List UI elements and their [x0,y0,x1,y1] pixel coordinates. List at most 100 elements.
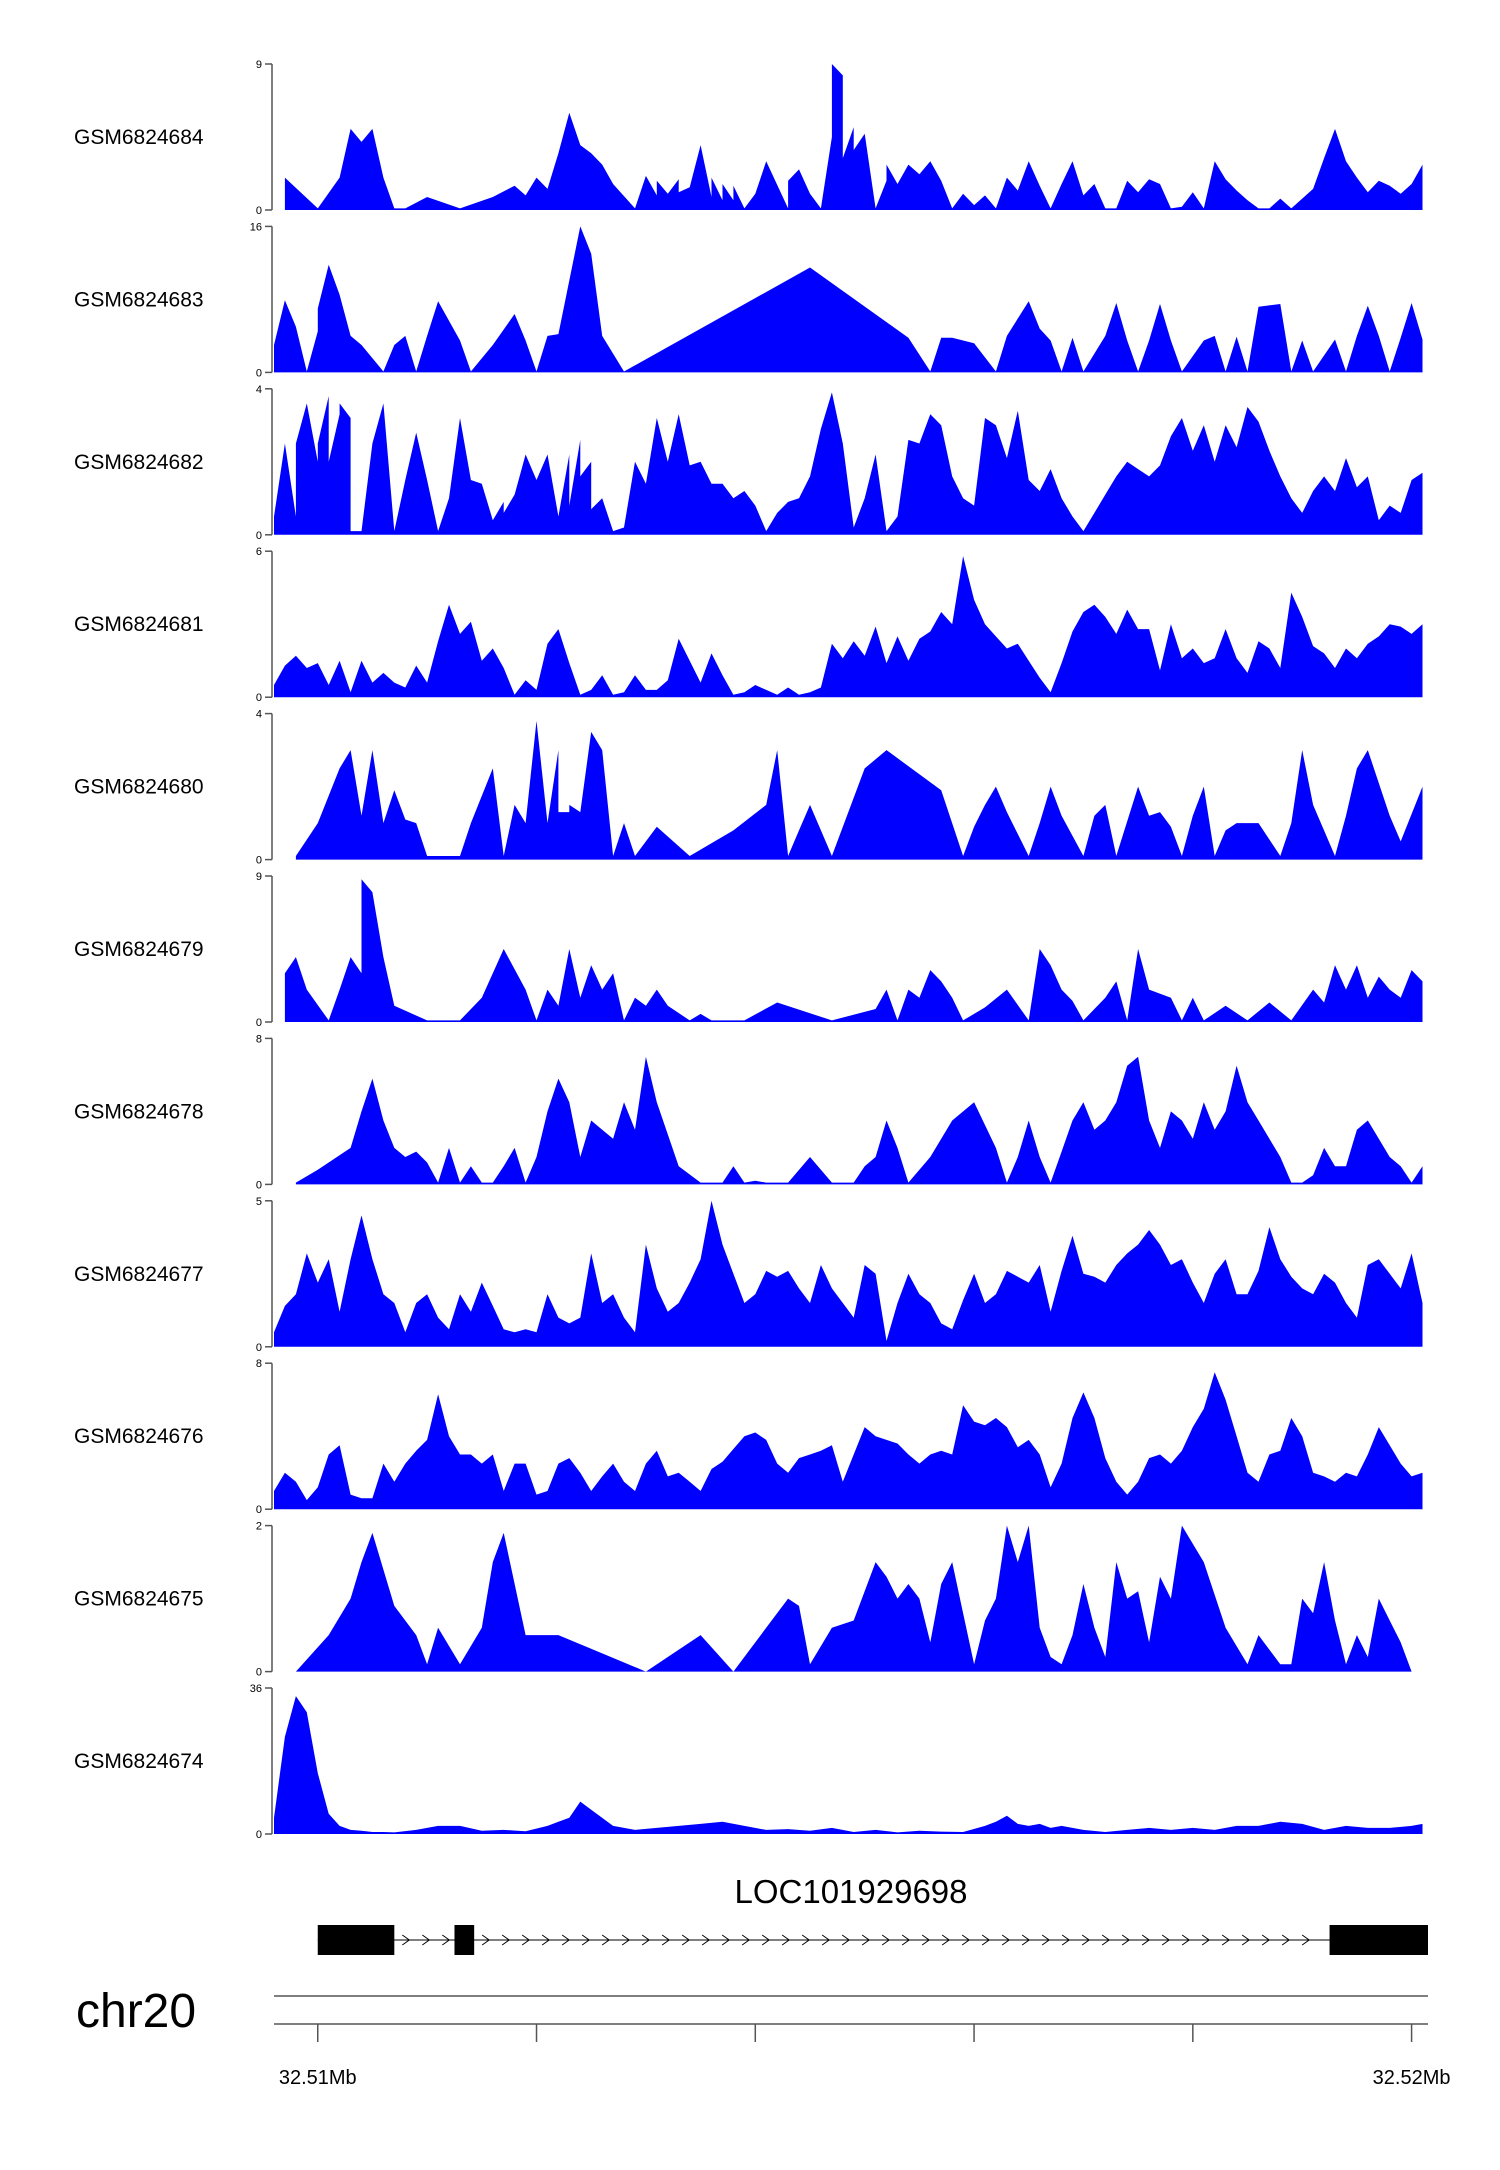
track-label: GSM6824678 [74,1100,204,1123]
coverage-area [274,1200,1423,1347]
strand-arrow [761,1934,771,1946]
strand-arrow [1061,1934,1071,1946]
strand-arrow [561,1934,571,1946]
strand-arrow [821,1934,831,1946]
strand-arrow [521,1934,531,1946]
gene-exon [317,1925,395,1955]
strand-arrow [921,1934,931,1946]
signal-track: GSM6824681 6 0 [74,546,1423,704]
coverage-area [274,1372,1423,1510]
gene-exon [454,1925,475,1955]
track-y-tick-label: 8 [256,1358,262,1370]
genome-axis-tick-label: 32.52Mb [1373,2067,1451,2089]
strand-arrow [881,1934,891,1946]
signal-track: GSM6824675 2 0 [74,1521,1412,1679]
track-y-tick-label: 4 [256,384,262,396]
strand-arrow [1081,1934,1091,1946]
track-label: GSM6824679 [74,938,204,961]
coverage-area [274,392,1423,535]
track-y-tick-label: 2 [256,1521,262,1533]
track-y-tick-label: 0 [256,1504,262,1516]
strand-arrow [941,1934,951,1946]
strand-arrow [661,1934,671,1946]
strand-arrow [1141,1934,1151,1946]
strand-arrow [741,1934,751,1946]
coverage-area [295,720,1423,860]
track-label: GSM6824677 [74,1263,204,1286]
track-y-tick-label: 0 [256,1829,262,1841]
signal-track: GSM6824674 36 0 [74,1683,1423,1841]
strand-arrow [641,1934,651,1946]
strand-arrow [681,1934,691,1946]
track-label: GSM6824676 [74,1425,204,1448]
track-y-tick-label: 5 [256,1196,262,1208]
chromosome-label: chr20 [76,1985,196,2038]
strand-arrow [621,1934,631,1946]
track-y-tick-label: 8 [256,1033,262,1045]
strand-arrow [1261,1934,1271,1946]
gene-name-label: LOC101929698 [734,1873,967,1910]
signal-track: GSM6824682 4 0 [74,384,1423,542]
strand-arrow [1221,1934,1231,1946]
track-y-tick-label: 9 [256,59,262,71]
signal-track: GSM6824683 16 0 [74,221,1423,379]
strand-arrow [1001,1934,1011,1946]
strand-arrow [841,1934,851,1946]
strand-arrow [801,1934,811,1946]
strand-arrow [781,1934,791,1946]
gene-track: LOC101929698 [317,1873,1428,1955]
track-label: GSM6824674 [74,1750,204,1773]
gene-model [317,1925,1428,1955]
coverage-area [284,879,1423,1022]
track-y-tick-label: 16 [250,221,262,233]
signal-track: GSM6824677 5 0 [74,1196,1423,1354]
track-y-tick-label: 0 [256,1179,262,1191]
strand-arrow [1041,1934,1051,1946]
strand-arrow [1301,1934,1311,1946]
track-y-tick-label: 0 [256,1667,262,1679]
strand-arrow [1121,1934,1131,1946]
genome-axis-tick-label: 32.51Mb [279,2067,357,2089]
coverage-area [284,64,1423,210]
track-y-tick-label: 0 [256,367,262,379]
strand-arrow [422,1934,431,1946]
track-y-tick-label: 0 [256,205,262,217]
strand-arrow [861,1934,871,1946]
track-y-tick-label: 0 [256,1342,262,1354]
track-y-tick-label: 0 [256,692,262,704]
coverage-area [295,1525,1412,1672]
strand-arrow [1101,1934,1111,1946]
strand-arrow [501,1934,511,1946]
track-label: GSM6824675 [74,1588,204,1611]
track-label: GSM6824683 [74,288,204,311]
strand-arrow [901,1934,911,1946]
strand-arrow [1021,1934,1031,1946]
strand-arrow [1201,1934,1211,1946]
genome-axis-ticks: 32.51Mb 32.52Mb [274,1995,1451,2089]
track-label: GSM6824680 [74,776,204,799]
track-y-tick-label: 6 [256,546,262,558]
strand-arrow [1281,1934,1291,1946]
strand-arrow [442,1934,451,1946]
track-y-tick-label: 0 [256,1017,262,1029]
track-y-tick-label: 0 [256,855,262,867]
track-y-tick-label: 4 [256,709,262,721]
strand-arrow [1241,1934,1251,1946]
track-label: GSM6824684 [74,126,204,149]
signal-track: GSM6824684 9 0 [74,59,1423,217]
strand-arrow [721,1934,731,1946]
strand-arrow [981,1934,991,1946]
genome-axis: chr20 32.51Mb 32.52Mb [76,1985,1451,2089]
track-label: GSM6824682 [74,451,204,474]
coverage-area [295,1056,1423,1185]
track-y-tick-label: 0 [256,530,262,542]
strand-arrow [961,1934,971,1946]
strand-arrow [481,1934,491,1946]
coverage-area [274,556,1423,698]
coverage-area [274,226,1423,373]
strand-arrow [1181,1934,1191,1946]
track-y-tick-label: 36 [250,1683,262,1695]
strand-arrow [601,1934,611,1946]
signal-track: GSM6824679 9 0 [74,871,1423,1029]
